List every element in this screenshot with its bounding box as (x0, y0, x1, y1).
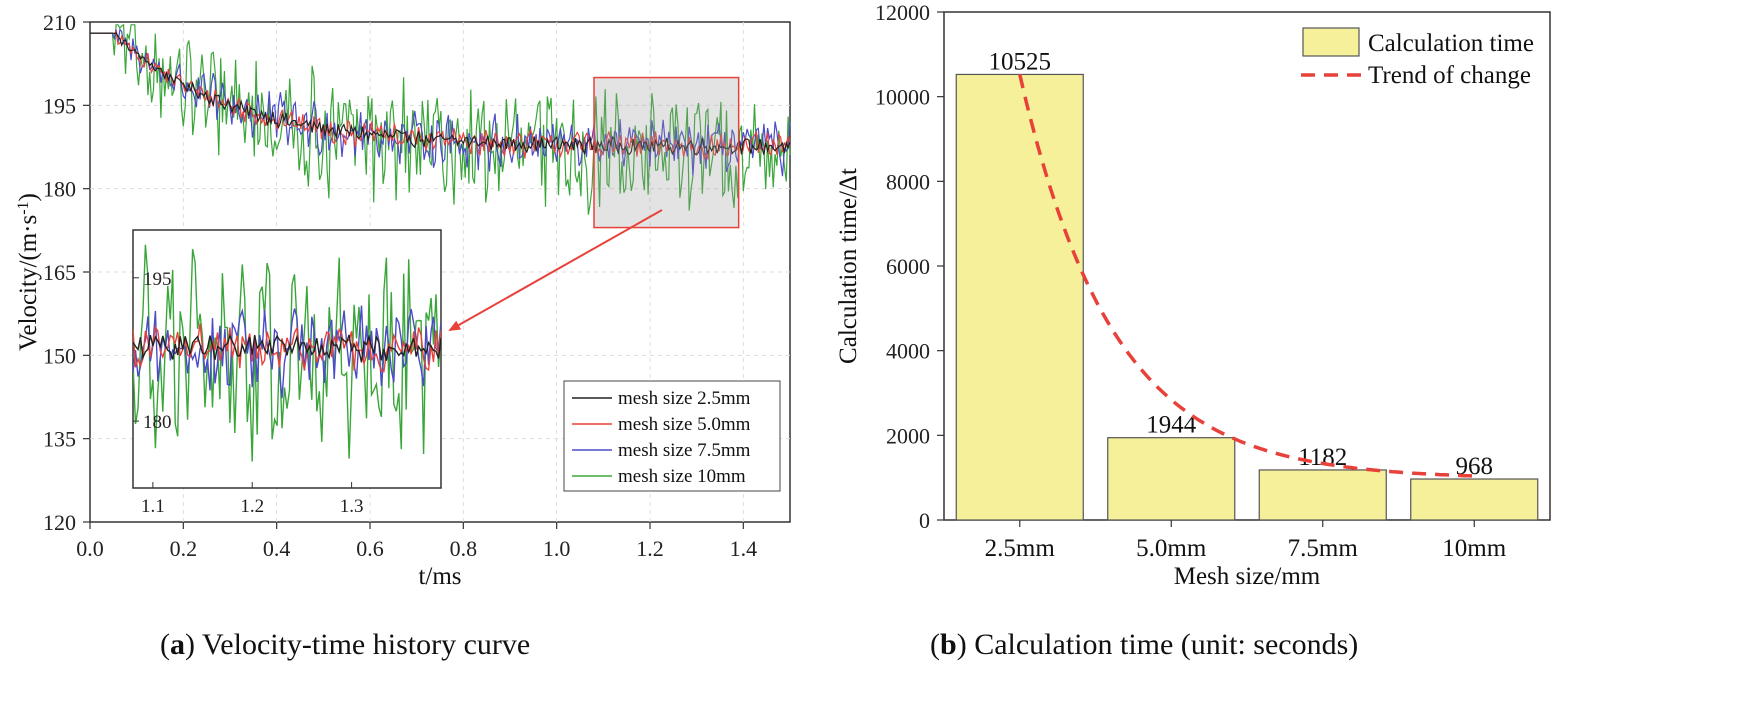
legend-box-a (563, 380, 781, 492)
zoom-rectangle (593, 76, 740, 229)
caption-a-close: ) (185, 628, 202, 661)
y-axis-label-a-close: ) (15, 193, 42, 201)
trend-curve (1018, 74, 1475, 478)
zoom-arrow (448, 209, 663, 331)
series-line-1 (90, 32, 791, 156)
y-tick-label-a: 135 (43, 427, 76, 452)
y-tick-label-b: 0 (919, 508, 930, 533)
inset-y-tick-label: 195 (143, 269, 172, 290)
x-tick-label-a: 0.6 (356, 536, 384, 561)
bar-2.5mm (955, 73, 1084, 521)
legend-label-a: mesh size 7.5mm (618, 440, 751, 461)
y-axis-label-b: Calculation time/Δt (835, 168, 862, 364)
x-tick-label-a: 0.2 (170, 536, 198, 561)
inset-series-line-3 (133, 305, 441, 399)
caption-a-open: ( (160, 628, 170, 661)
caption-b: (b) Calculation time (unit: seconds) (930, 628, 1358, 661)
legend-label-bar: Calculation time (1368, 30, 1534, 57)
bar-10mm (1410, 478, 1539, 521)
caption-a-text: Velocity-time history curve (202, 628, 530, 661)
legend-label-trend: Trend of change (1368, 62, 1531, 89)
inset-plot: 1.1 1.2 1.3 180 195 (132, 209, 663, 517)
x-tick-label-a: 0.0 (76, 536, 104, 561)
x-tick-label-b: 10mm (1442, 535, 1506, 562)
y-tick-label-a: 180 (43, 177, 76, 202)
y-tick-label-a: 165 (43, 260, 76, 285)
caption-a-letter: a (170, 628, 185, 661)
y-tick-label-b: 6000 (886, 254, 930, 279)
y-axis-label-a-main: Velocity/(m·s (15, 215, 42, 351)
caption-a: (a) Velocity-time history curve (160, 628, 530, 661)
y-tick-label-b: 10000 (875, 85, 930, 110)
series-line-4 (90, 23, 791, 215)
caption-b-close: ) (957, 628, 975, 661)
series-group-a (90, 23, 791, 215)
inset-x-tick-label: 1.2 (240, 496, 264, 517)
y-tick-label-b: 4000 (886, 339, 930, 364)
trend-line (1018, 74, 1475, 478)
bar-5.0mm (1107, 437, 1236, 521)
legend-swatch-bar (1302, 27, 1360, 57)
zoom-box (593, 76, 740, 229)
legend-label-a: mesh size 5.0mm (618, 414, 751, 435)
x-tick-label-b: 5.0mm (1136, 535, 1207, 562)
inset-series-line-1 (133, 333, 441, 363)
y-axis-label-a: Velocity/(m·s-1) (15, 193, 43, 351)
x-tick-label-a: 0.8 (450, 536, 478, 561)
velocity-time-chart: 0.0 0.2 0.4 0.6 0.8 1.0 1.2 1.41201351501651801… (15, 10, 791, 590)
y-tick-label-b: 8000 (886, 169, 930, 194)
legend-label-a: mesh size 2.5mm (618, 388, 751, 409)
bar-value-label: 1182 (1298, 444, 1347, 471)
legend-b: Calculation time Trend of change (1301, 27, 1534, 89)
caption-b-open: ( (930, 628, 940, 661)
ticks-a: 0.0 0.2 0.4 0.6 0.8 1.0 1.2 1.41201351501651801… (43, 10, 757, 561)
x-tick-label-a: 0.4 (263, 536, 291, 561)
y-tick-label-a: 195 (43, 93, 76, 118)
y-axis-label-a-sup: -1 (15, 201, 32, 214)
legend-label-a: mesh size 10mm (618, 466, 746, 487)
caption-b-letter: b (940, 628, 957, 661)
y-tick-label-b: 12000 (875, 0, 930, 25)
x-tick-label-b: 7.5mm (1288, 535, 1359, 562)
caption-b-text: Calculation time (unit: seconds) (974, 628, 1358, 661)
y-tick-label-a: 210 (43, 10, 76, 35)
inset-x-tick-label: 1.3 (340, 496, 364, 517)
legend-a: mesh size 2.5mm mesh size 5.0mm mesh size … (563, 380, 781, 492)
x-axis-label-b: Mesh size/mm (1174, 563, 1321, 590)
y-tick-label-a: 150 (43, 343, 76, 368)
x-tick-label-a: 1.2 (636, 536, 664, 561)
inset-series (133, 244, 441, 462)
y-tick-label-b: 2000 (886, 423, 930, 448)
ticks-b: 0 2000 4000 6000 8000 10000 12000 2.5mm 5.0mm 7.5… (875, 0, 1507, 562)
bar-7.5mm (1258, 469, 1387, 521)
inset-x-tick-label: 1.1 (141, 496, 165, 517)
inset-y-tick-label: 180 (143, 412, 172, 433)
x-tick-label-a: 1.4 (730, 536, 758, 561)
bar-value-label: 1944 (1146, 412, 1197, 439)
x-axis-label-a: t/ms (418, 563, 461, 590)
y-tick-label-a: 120 (43, 510, 76, 535)
x-tick-label-a: 1.0 (543, 536, 571, 561)
x-tick-label-b: 2.5mm (985, 535, 1056, 562)
bar-value-label: 10525 (989, 48, 1052, 75)
